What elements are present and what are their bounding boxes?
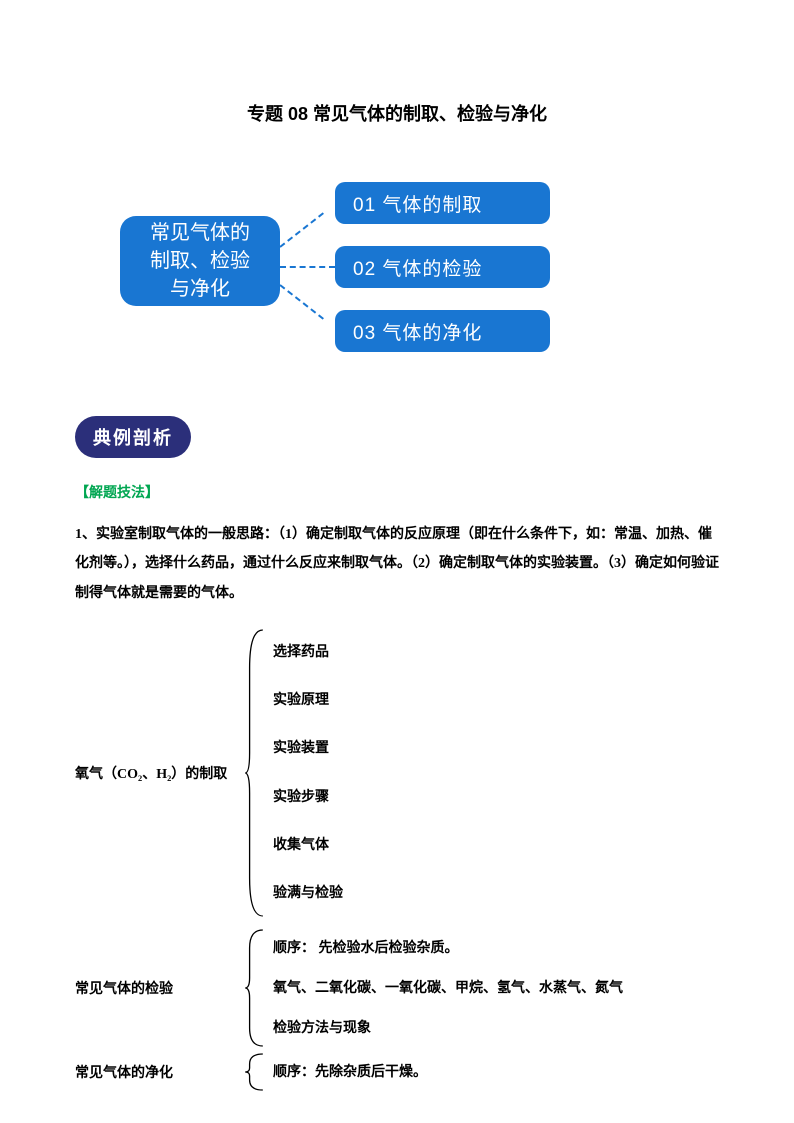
- brace-icon: [243, 1052, 265, 1092]
- diagram-child-inspection: 02 气体的检验: [335, 246, 550, 288]
- diagram-child-preparation: 01 气体的制取: [335, 182, 550, 224]
- diagram-child-purification: 03 气体的净化: [335, 310, 550, 352]
- outline-label: 氧气（CO₂、H₂）的制取: [75, 628, 243, 918]
- page-title: 专题 08 常见气体的制取、检验与净化: [75, 100, 719, 126]
- outline-preparation: 氧气（CO₂、H₂）的制取 选择药品 实验原理 实验装置 实验步骤 收集气体 验…: [75, 628, 719, 918]
- outline-item: 顺序： 先检验水后检验杂质。: [273, 932, 719, 965]
- diagram-connector: [279, 212, 324, 247]
- outline-item: 选择药品: [273, 636, 719, 669]
- outline-label: 常见气体的检验: [75, 928, 243, 1048]
- outline-item: 实验装置: [273, 732, 719, 765]
- outline-item: 收集气体: [273, 829, 719, 862]
- body-paragraph: 1、实验室制取气体的一般思路：（1）确定制取气体的反应原理（即在什么条件下，如：…: [75, 520, 719, 608]
- diagram-connector: [279, 284, 324, 319]
- outline-item: 顺序：先除杂质后干燥。: [273, 1056, 719, 1089]
- brace-icon: [243, 628, 265, 918]
- example-analysis-badge: 典例剖析: [75, 416, 191, 458]
- outline-item: 实验步骤: [273, 781, 719, 814]
- outline-purification: 常见气体的净化 顺序：先除杂质后干燥。: [75, 1052, 719, 1092]
- outline-item: 检验方法与现象: [273, 1012, 719, 1045]
- technique-heading: 【解题技法】: [75, 482, 719, 502]
- outline-item: 验满与检验: [273, 877, 719, 910]
- concept-diagram: 常见气体的制取、检验与净化 01 气体的制取 02 气体的检验 03 气体的净化: [75, 166, 719, 366]
- outline-inspection: 常见气体的检验 顺序： 先检验水后检验杂质。 氧气、二氧化碳、一氧化碳、甲烷、氢…: [75, 928, 719, 1048]
- brace-icon: [243, 928, 265, 1048]
- diagram-root-node: 常见气体的制取、检验与净化: [120, 216, 280, 306]
- outline-item: 实验原理: [273, 684, 719, 717]
- diagram-connector: [280, 266, 335, 268]
- outline-item: 氧气、二氧化碳、一氧化碳、甲烷、氢气、水蒸气、氮气: [273, 972, 719, 1005]
- outline-label: 常见气体的净化: [75, 1052, 243, 1092]
